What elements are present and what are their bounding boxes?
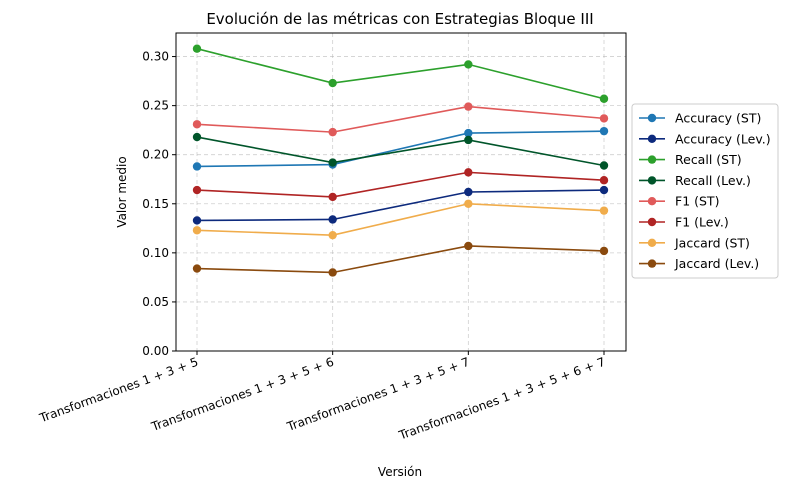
- legend-marker-swatch: [647, 134, 657, 143]
- data-point: [192, 226, 202, 235]
- data-point: [192, 216, 202, 225]
- data-point: [599, 126, 609, 136]
- legend-entry-label: Accuracy (ST): [675, 111, 761, 126]
- legend-marker-swatch: [647, 113, 657, 123]
- data-point: [599, 114, 609, 123]
- series-line: [196, 189, 605, 222]
- series-accuracy-st: [192, 126, 609, 171]
- y-tick-label: 0.30: [142, 50, 169, 64]
- data-point: [464, 241, 473, 251]
- legend-marker-swatch: [647, 176, 657, 185]
- legend-marker-swatch: [647, 155, 657, 164]
- y-tick-label: 0.05: [142, 295, 169, 309]
- data-point: [328, 230, 337, 240]
- data-point: [328, 78, 337, 88]
- data-point: [192, 264, 202, 273]
- series-jaccard-lev: [192, 241, 609, 277]
- data-point: [192, 120, 202, 129]
- legend: Accuracy (ST) Accuracy (Lev.) Recall (ST) R…: [631, 103, 779, 279]
- legend-marker-swatch: [647, 259, 657, 268]
- legend-entry-label: Accuracy (Lev.): [675, 131, 771, 146]
- legend-marker-swatch: [647, 238, 657, 247]
- y-tick-label: 0.10: [142, 246, 169, 260]
- series-accuracy-lev: [192, 185, 609, 225]
- x-axis-label: Versión: [378, 465, 422, 479]
- data-point: [464, 102, 473, 111]
- y-axis-label: Valor medio: [115, 156, 129, 227]
- legend-entry-label: Jaccard (ST): [674, 235, 750, 250]
- data-point: [464, 128, 473, 138]
- legend-marker-swatch: [647, 197, 657, 206]
- data-point: [464, 199, 473, 208]
- series-line: [196, 105, 605, 133]
- data-point: [192, 162, 202, 171]
- series-group: [192, 44, 609, 277]
- series-line: [196, 245, 605, 274]
- data-point: [328, 127, 337, 137]
- y-tick-label: 0.00: [142, 344, 169, 358]
- data-point: [599, 185, 609, 195]
- series-f1-lev: [192, 168, 609, 202]
- legend-entry-label: Recall (ST): [675, 152, 742, 167]
- plot-frame: [175, 32, 627, 352]
- series-line: [196, 130, 605, 168]
- series-jaccard-st: [192, 199, 609, 240]
- data-point: [328, 158, 337, 167]
- y-tick-label: 0.15: [142, 197, 169, 211]
- legend-entry-label: Jaccard (Lev.): [674, 256, 759, 271]
- data-point: [464, 187, 473, 197]
- series-line: [196, 171, 605, 198]
- data-point: [464, 168, 473, 177]
- data-point: [192, 44, 202, 53]
- data-point: [464, 60, 473, 69]
- series-line: [196, 202, 605, 236]
- data-point: [599, 206, 609, 215]
- legend-frame: [631, 103, 779, 279]
- chart-title: Evolución de las métricas con Estrategia…: [206, 10, 593, 28]
- legend-entry-label: F1 (ST): [675, 194, 719, 209]
- y-tick-label: 0.25: [142, 99, 169, 113]
- series-line: [196, 47, 605, 100]
- series-line: [196, 136, 605, 167]
- data-point: [599, 246, 609, 256]
- data-point: [192, 132, 202, 142]
- data-point: [599, 161, 609, 170]
- series-recall-st: [192, 44, 609, 103]
- y-tick-label: 0.20: [142, 148, 169, 162]
- series-f1-st: [192, 102, 609, 137]
- data-point: [328, 215, 337, 224]
- data-point: [599, 94, 609, 103]
- data-point: [192, 185, 202, 195]
- data-point: [328, 268, 337, 277]
- data-point: [464, 135, 473, 145]
- legend-marker-swatch: [647, 217, 657, 227]
- legend-entry-label: F1 (Lev.): [675, 215, 729, 230]
- series-recall-lev: [192, 132, 609, 170]
- data-point: [328, 192, 337, 202]
- legend-entry-label: Recall (Lev.): [675, 173, 751, 188]
- data-point: [599, 176, 609, 185]
